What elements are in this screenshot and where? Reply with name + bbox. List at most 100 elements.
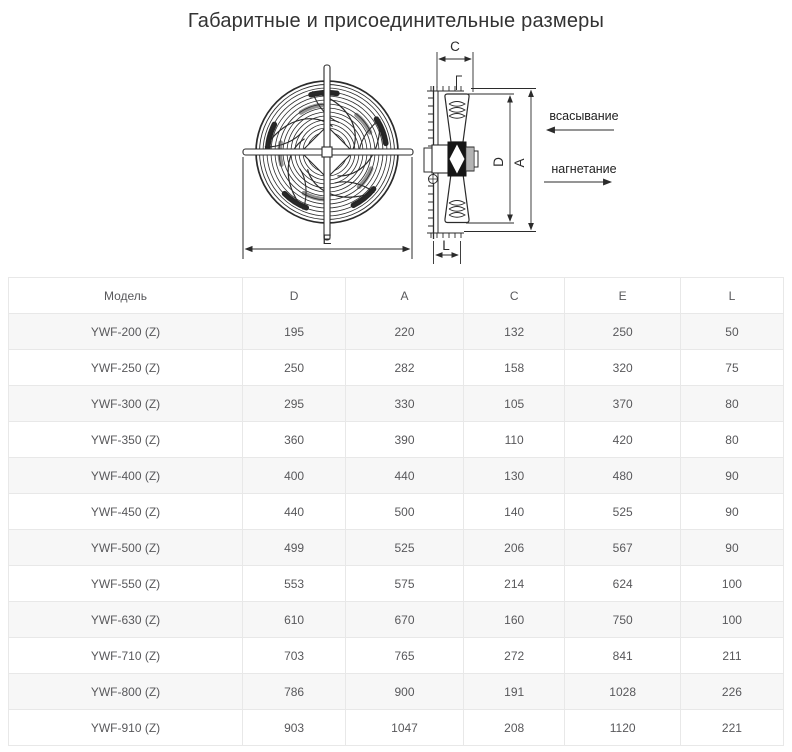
column-header: Модель [7,277,244,314]
dimension-cell: 282 [345,349,464,386]
hub-square-icon [321,146,333,158]
column-header: A [345,277,464,314]
dimension-cell: 841 [564,637,681,674]
model-cell: YWF-200 (Z) [7,313,244,350]
dimension-cell: 158 [462,349,566,386]
model-cell: YWF-550 (Z) [7,565,244,602]
dimension-L-label: L [442,238,450,253]
dimension-cell: 703 [242,637,347,674]
page-title: Габаритные и присоединительные размеры [187,10,605,32]
dimension-cell: 500 [345,493,464,530]
dimension-cell: 360 [242,421,347,458]
column-header: D [242,277,347,314]
dimension-cell: 191 [462,673,566,710]
dimension-cell: 214 [462,565,566,602]
dimension-cell: 272 [462,637,566,674]
dimension-cell: 50 [679,313,785,350]
dimension-cell: 295 [242,385,347,422]
dimension-cell: 100 [679,601,785,638]
dimension-cell: 440 [345,457,464,494]
dimension-cell: 610 [242,601,347,638]
dimension-cell: 80 [679,385,785,422]
dimension-cell: 370 [564,385,681,422]
dimension-cell: 624 [564,565,681,602]
table-row: YWF-250 (Z) 250 282 158 320 75 [7,349,785,386]
table-row: YWF-710 (Z) 703 765 272 841 211 [7,637,785,674]
motor-icon [423,141,479,184]
table-row: YWF-350 (Z) 360 390 110 420 80 [7,421,785,458]
model-cell: YWF-400 (Z) [7,457,244,494]
model-cell: YWF-910 (Z) [7,709,244,746]
table-row: YWF-550 (Z) 553 575 214 624 100 [7,565,785,602]
dimension-C-label: C [450,40,460,54]
dimension-cell: 903 [242,709,347,746]
spec-table-header-row: Модель D A C E L [7,277,785,314]
dimension-cell: 90 [679,493,785,530]
dimension-cell: 750 [564,601,681,638]
dimension-cell: 320 [564,349,681,386]
dimension-E-label: E [322,232,331,247]
spec-table: Модель D A C E L YWF-200 (Z) 195 220 132 250 50 YWF… [7,277,785,746]
dimension-cell: 400 [242,457,347,494]
dimension-cell: 132 [462,313,566,350]
dimension-cell: 105 [462,385,566,422]
dimension-L: L [433,238,461,264]
table-row: YWF-450 (Z) 440 500 140 525 90 [7,493,785,530]
dimension-cell: 1047 [345,709,464,746]
dimension-cell: 900 [345,673,464,710]
dimension-cell: 195 [242,313,347,350]
dimension-D: D [466,93,514,224]
dimension-C: C [436,40,474,92]
dimension-cell: 130 [462,457,566,494]
model-cell: YWF-500 (Z) [7,529,244,566]
column-header: C [462,277,566,314]
table-row: YWF-300 (Z) 295 330 105 370 80 [7,385,785,422]
dimension-A: A [464,88,536,232]
dimension-cell: 80 [679,421,785,458]
dimension-cell: 390 [345,421,464,458]
dimension-cell: 250 [242,349,347,386]
spec-table-body: YWF-200 (Z) 195 220 132 250 50 YWF-250 (Z) 250 2… [7,313,785,746]
dimension-cell: 1028 [564,673,681,710]
dimension-cell: 160 [462,601,566,638]
table-row: YWF-200 (Z) 195 220 132 250 50 [7,313,785,350]
dimension-cell: 525 [345,529,464,566]
dimension-A-label: A [512,158,527,167]
fan-front-view: E [242,64,414,259]
suction-label: всасывание [549,109,618,123]
dimension-cell: 553 [242,565,347,602]
dimension-cell: 75 [679,349,785,386]
column-header: E [564,277,681,314]
dimension-cell: 786 [242,673,347,710]
dimension-E: E [242,157,413,259]
discharge-label: нагнетание [551,162,616,176]
dimension-cell: 670 [345,601,464,638]
column-header: L [679,277,785,314]
fan-side-view: C D A [423,40,536,264]
model-cell: YWF-630 (Z) [7,601,244,638]
table-row: YWF-630 (Z) 610 670 160 750 100 [7,601,785,638]
dimension-cell: 575 [345,565,464,602]
dimension-cell: 1120 [564,709,681,746]
dimension-cell: 90 [679,529,785,566]
dimension-D-label: D [491,157,506,167]
dimension-cell: 765 [345,637,464,674]
table-row: YWF-800 (Z) 786 900 191 1028 226 [7,673,785,710]
dimension-cell: 220 [345,313,464,350]
model-cell: YWF-710 (Z) [7,637,244,674]
dimension-cell: 420 [564,421,681,458]
model-cell: YWF-350 (Z) [7,421,244,458]
dimension-cell: 499 [242,529,347,566]
table-row: YWF-500 (Z) 499 525 206 567 90 [7,529,785,566]
dimension-cell: 226 [679,673,785,710]
dimension-cell: 100 [679,565,785,602]
dimension-cell: 206 [462,529,566,566]
dimension-cell: 440 [242,493,347,530]
fan-dimensions-diagram: E [0,40,792,277]
model-cell: YWF-250 (Z) [7,349,244,386]
model-cell: YWF-300 (Z) [7,385,244,422]
dimension-cell: 221 [679,709,785,746]
model-cell: YWF-800 (Z) [7,673,244,710]
dimension-cell: 211 [679,637,785,674]
